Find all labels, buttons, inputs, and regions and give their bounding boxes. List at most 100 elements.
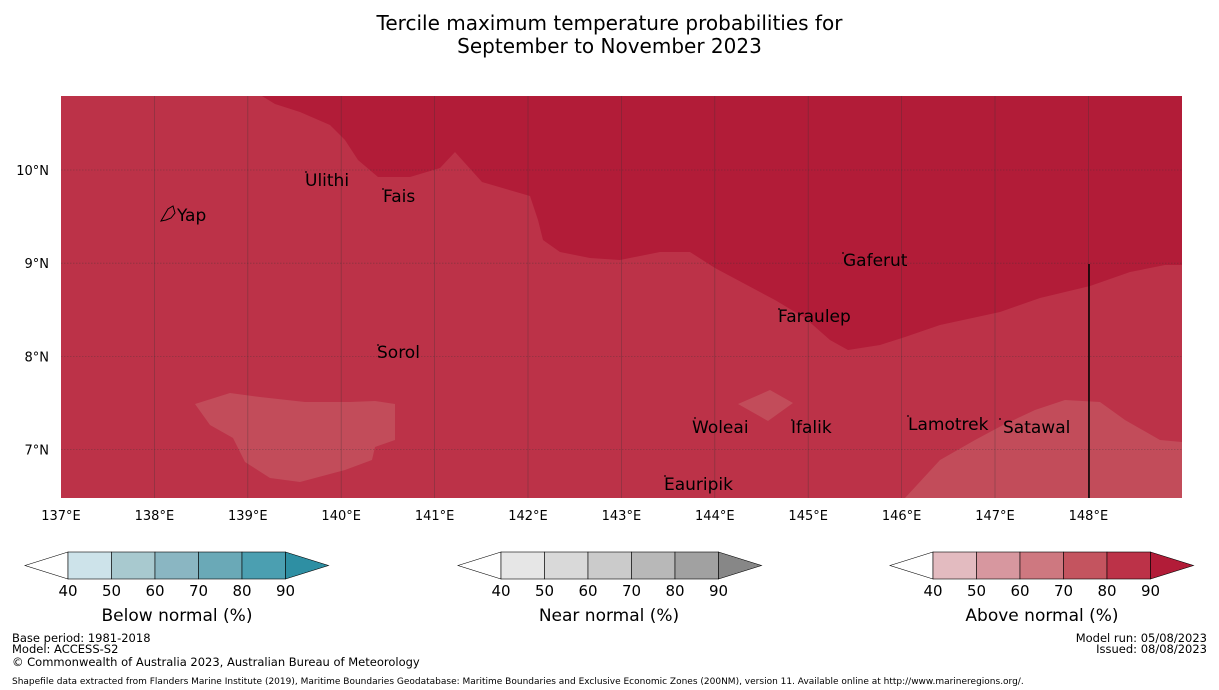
colorbar-segment <box>631 551 676 580</box>
lon-tick-label: 140°E <box>321 509 361 524</box>
colorbar-max-extend <box>1150 551 1195 580</box>
colorbar-segment <box>198 551 243 580</box>
colorbar-0: 40 50 60 70 80 90 <box>23 551 330 600</box>
region-60-70-west <box>195 393 395 482</box>
colorbar-2: 40 50 60 70 80 90 <box>888 551 1195 600</box>
copyright: © Commonwealth of Australia 2023, Austra… <box>12 655 420 669</box>
lat-tick-label: 9°N <box>25 257 50 272</box>
colorbar-tick-label: 90 <box>1141 582 1160 600</box>
island-marker <box>305 171 307 173</box>
title-line-2: September to November 2023 <box>457 34 762 58</box>
place-label-sorol: Sorol <box>377 343 420 363</box>
island-marker <box>694 417 696 419</box>
colorbar-segment <box>674 551 719 580</box>
lon-tick-label: 137°E <box>41 509 81 524</box>
lon-tick-label: 138°E <box>135 509 175 524</box>
latitude-labels: 10°N 9°N 8°N 7°N <box>16 164 49 459</box>
colorbar-segment <box>111 551 156 580</box>
colorbar-tick-label: 80 <box>232 582 251 600</box>
lon-tick-label: 146°E <box>882 509 922 524</box>
colorbar-tick-label: 50 <box>967 582 986 600</box>
lon-tick-label: 147°E <box>975 509 1015 524</box>
lon-tick-label: 144°E <box>695 509 735 524</box>
place-markers: Ulithi Fais Yap Gaferut Faraulep Sorol Woleai I… <box>176 171 1070 495</box>
base-period: Base period: 1981-2018 <box>12 631 151 645</box>
island-marker <box>377 344 379 346</box>
colorbar-tick-label: 50 <box>535 582 554 600</box>
colorbar-tick-label: 40 <box>923 582 942 600</box>
colorbar-segment <box>241 551 286 580</box>
shapefile-credit: Shapefile data extracted from Flanders M… <box>12 677 1024 687</box>
colorbar-near-label: Near normal (%) <box>538 606 680 626</box>
colorbar-min-extend <box>456 551 502 580</box>
lat-tick-label: 10°N <box>16 164 49 179</box>
colorbar-above-label: Above normal (%) <box>965 606 1119 626</box>
colorbar-segment <box>976 551 1021 580</box>
island-marker <box>999 418 1001 420</box>
place-label-ulithi: Ulithi <box>305 171 349 191</box>
place-label-lamotrek: Lamotrek <box>908 415 989 435</box>
colorbar-max-extend <box>285 551 330 580</box>
colorbar-segment <box>1019 551 1064 580</box>
longitude-labels: 137°E 138°E 139°E 140°E 141°E 142°E 143°E 144°E… <box>41 509 1108 524</box>
colorbar-segment <box>1106 551 1151 580</box>
colorbar-tick-label: 50 <box>102 582 121 600</box>
place-label-satawal: Satawal <box>1003 418 1070 438</box>
place-label-ifalik: Ifalik <box>791 418 832 438</box>
region-70-80 <box>61 96 1182 498</box>
model-run: Model run: 05/08/2023 <box>1075 631 1207 645</box>
colorbar-min-extend <box>23 551 69 580</box>
place-label-eauripik: Eauripik <box>664 475 733 495</box>
lon-tick-label: 145°E <box>788 509 828 524</box>
colorbar-segment <box>154 551 199 580</box>
island-marker <box>664 475 666 477</box>
colorbar-segment <box>932 551 977 580</box>
colorbar-tick-label: 40 <box>58 582 77 600</box>
colorbar-tick-label: 70 <box>1054 582 1073 600</box>
colorbar-tick-label: 60 <box>145 582 164 600</box>
place-label-fais: Fais <box>383 187 415 207</box>
colorbar-segment <box>544 551 589 580</box>
colorbar-segment <box>587 551 632 580</box>
island-marker <box>791 419 793 421</box>
colorbar-1: 40 50 60 70 80 90 <box>456 551 763 600</box>
lat-tick-label: 8°N <box>25 350 50 365</box>
colorbar-segment <box>1063 551 1108 580</box>
colorbar-tick-label: 60 <box>578 582 597 600</box>
title-line-1: Tercile maximum temperature probabilitie… <box>376 11 843 35</box>
map-field <box>61 96 1182 498</box>
lon-tick-label: 143°E <box>602 509 642 524</box>
colorbar-tick-label: 70 <box>189 582 208 600</box>
lon-tick-label: 139°E <box>228 509 268 524</box>
lon-tick-label: 148°E <box>1069 509 1109 524</box>
colorbars: 40 50 60 70 80 90 40 50 60 70 80 90 40 50 60 70 80 90 <box>23 551 1195 600</box>
model-name: Model: ACCESS-S2 <box>12 642 119 656</box>
colorbar-max-extend <box>718 551 763 580</box>
colorbar-tick-label: 90 <box>276 582 295 600</box>
colorbar-tick-label: 80 <box>1097 582 1116 600</box>
colorbar-tick-label: 80 <box>665 582 684 600</box>
colorbar-tick-label: 40 <box>491 582 510 600</box>
region-60-70-east <box>905 400 1182 498</box>
lon-tick-label: 141°E <box>415 509 455 524</box>
chart-title: Tercile maximum temperature probabilitie… <box>0 12 1219 58</box>
lon-tick-label: 142°E <box>508 509 548 524</box>
colorbar-tick-label: 60 <box>1010 582 1029 600</box>
yap-island-outline <box>160 205 176 222</box>
colorbar-below-label: Below normal (%) <box>101 606 253 626</box>
colorbar-segment <box>67 551 112 580</box>
issued-date: Issued: 08/08/2023 <box>1096 642 1207 656</box>
place-label-woleai: Woleai <box>692 418 749 438</box>
colorbar-segment <box>500 551 545 580</box>
place-label-faraulep: Faraulep <box>778 307 851 327</box>
place-label-yap: Yap <box>176 206 206 226</box>
lat-tick-label: 7°N <box>25 444 50 459</box>
island-marker <box>778 308 780 310</box>
colorbar-tick-label: 70 <box>622 582 641 600</box>
island-marker <box>907 415 909 417</box>
place-label-gaferut: Gaferut <box>843 251 908 271</box>
colorbar-tick-label: 90 <box>709 582 728 600</box>
island-marker <box>382 188 384 190</box>
colorbar-min-extend <box>888 551 934 580</box>
